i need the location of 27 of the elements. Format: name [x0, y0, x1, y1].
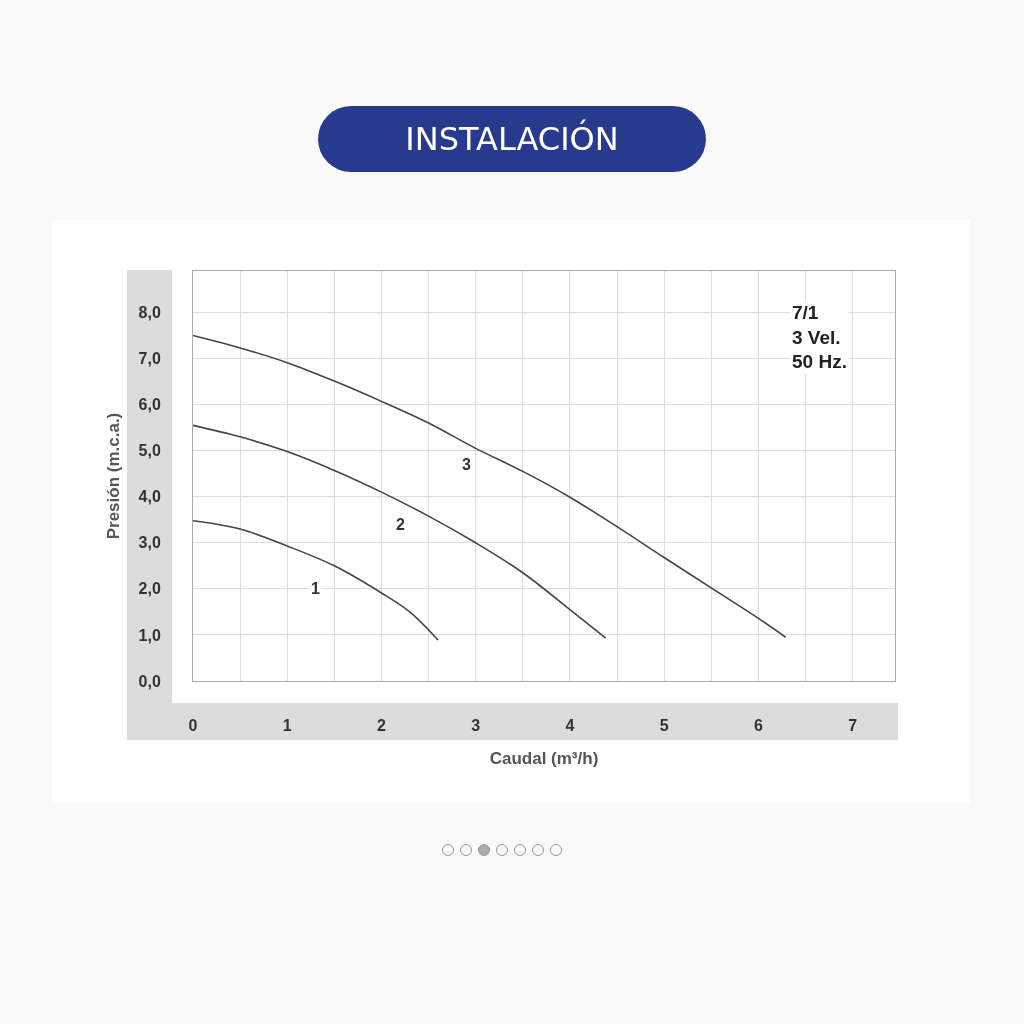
annotation: 1 — [311, 580, 320, 597]
x-tick-label: 0 — [188, 717, 198, 735]
x-tick-label: 2 — [377, 717, 387, 735]
annotation: 2 — [396, 516, 405, 533]
line-series — [193, 424, 607, 639]
x-tick-label: 7 — [848, 717, 858, 735]
chart-title: INSTALACIÓN — [318, 106, 706, 172]
x-tick-label: 4 — [565, 717, 575, 735]
y-tick-label: 8,0 — [138, 304, 161, 322]
x-tick-label: 3 — [471, 717, 481, 735]
y-tick-label: 5,0 — [138, 442, 161, 460]
y-axis-title: Presión (m.c.a.) — [104, 412, 124, 540]
annotation: 7/1 3 Vel. 50 Hz. — [792, 302, 847, 373]
y-tick-label: 7,0 — [138, 350, 161, 368]
y-tick-label: 6,0 — [138, 396, 161, 414]
x-tick-label: 1 — [282, 717, 292, 735]
y-tick-label: 0,0 — [138, 672, 161, 690]
x-axis-title: Caudal (m³/h) — [489, 748, 599, 768]
annotation: 3 — [462, 456, 471, 473]
line-series — [193, 334, 787, 639]
y-tick-label: 4,0 — [138, 488, 161, 506]
line-series — [193, 519, 439, 641]
x-tick-label: 6 — [753, 717, 763, 735]
y-tick-label: 1,0 — [138, 626, 161, 644]
y-tick-label: 3,0 — [138, 534, 161, 552]
y-tick-label: 2,0 — [138, 580, 161, 598]
x-tick-label: 5 — [659, 717, 669, 735]
